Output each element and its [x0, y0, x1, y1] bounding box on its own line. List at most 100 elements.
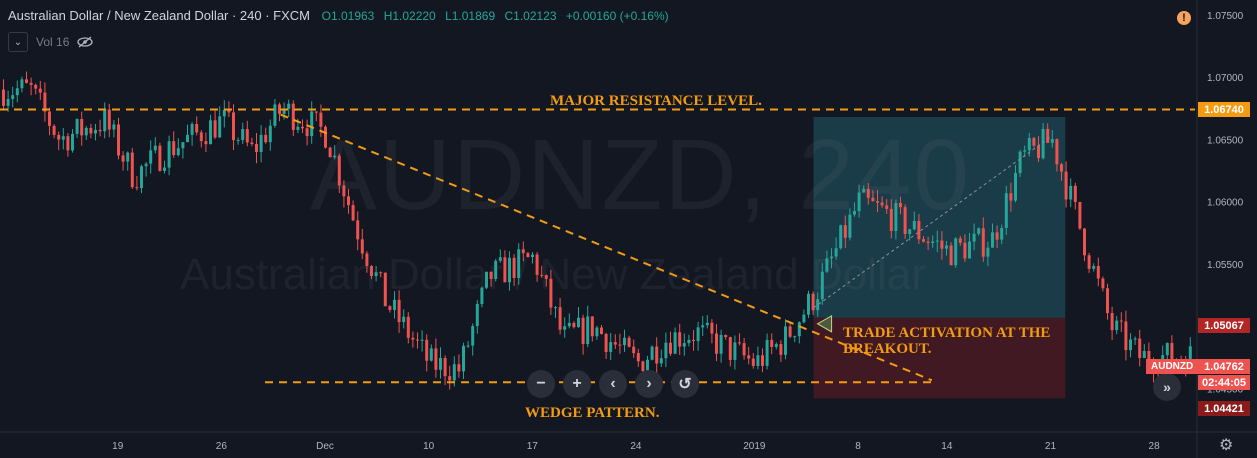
y-tick-label: 1.07500 — [1207, 11, 1244, 22]
scroll-forward-button[interactable]: › — [635, 370, 663, 398]
candle-body — [273, 104, 277, 126]
candle-body — [236, 140, 240, 142]
candle-body — [167, 141, 171, 168]
candle-body — [1004, 193, 1008, 228]
candle-body — [774, 344, 778, 347]
candle-body — [360, 239, 364, 254]
candle-body — [25, 79, 28, 83]
candle-body — [531, 254, 534, 258]
candle-body — [190, 123, 194, 135]
candle-body — [204, 141, 208, 145]
candle-body — [793, 336, 797, 338]
candle-body — [963, 242, 967, 259]
candle-body — [632, 346, 636, 354]
volume-label[interactable]: Vol 16 — [36, 35, 70, 49]
warning-icon[interactable]: ! — [1177, 11, 1191, 25]
candle-body — [705, 322, 709, 326]
candle-body — [1032, 138, 1036, 146]
candle-body — [802, 314, 806, 323]
zoom-in-button[interactable]: + — [563, 370, 591, 398]
candle-body — [370, 266, 373, 277]
candle-body — [1115, 320, 1119, 331]
candle-body — [195, 123, 199, 133]
candle-body — [149, 150, 153, 164]
candle-body — [843, 225, 847, 238]
candle-body — [328, 147, 332, 158]
candle-body — [393, 299, 396, 310]
candle-body — [917, 220, 921, 240]
candle-body — [747, 355, 751, 359]
candle-body — [650, 346, 654, 360]
candle-body — [172, 141, 176, 156]
candle-body — [1046, 128, 1050, 143]
candle-body — [825, 258, 829, 272]
candle-body — [61, 136, 65, 140]
x-tick-label: 8 — [855, 441, 861, 452]
projection-line — [813, 136, 1051, 309]
candle-body — [1138, 338, 1142, 359]
candle-body — [268, 125, 272, 143]
countdown-tag: 02:44:05 — [1198, 375, 1250, 390]
x-tick-label: 10 — [423, 441, 435, 452]
candle-body — [319, 112, 323, 127]
eye-off-icon[interactable] — [77, 36, 94, 48]
candle-body — [512, 257, 516, 279]
x-tick-label: 14 — [941, 441, 953, 452]
candle-body — [692, 339, 695, 342]
y-tick-label: 1.07000 — [1207, 73, 1244, 84]
candle-body — [305, 128, 309, 137]
candle-body — [526, 253, 530, 258]
candle-body — [333, 155, 337, 158]
candle-body — [498, 257, 502, 261]
scroll-back-button[interactable]: ‹ — [599, 370, 627, 398]
candle-body — [871, 197, 875, 202]
candle-body — [1009, 193, 1013, 201]
candle-body — [282, 108, 286, 114]
low-value: L1.01869 — [445, 9, 496, 23]
candle-body — [540, 274, 544, 276]
candle-body — [1087, 255, 1091, 269]
candle-body — [981, 228, 985, 257]
candle-body — [820, 271, 824, 300]
candle-body — [1014, 173, 1017, 201]
candle-body — [153, 145, 157, 151]
reset-chart-button[interactable]: ↺ — [671, 370, 699, 398]
candle-body — [301, 126, 304, 129]
candle-body — [485, 271, 488, 288]
candle-body — [199, 132, 203, 142]
candle-body — [52, 125, 56, 135]
candle-body — [554, 307, 557, 309]
candle-body — [977, 228, 981, 234]
candle-body — [406, 316, 410, 338]
candle-body — [411, 337, 415, 340]
stop-zone — [813, 317, 1066, 399]
candle-body — [770, 339, 774, 347]
candle-body — [807, 293, 810, 315]
candle-body — [521, 249, 525, 254]
candle-body — [926, 241, 930, 243]
collapse-button[interactable]: ⌄ — [8, 32, 28, 52]
candle-body — [1050, 139, 1054, 143]
trade-annotation-line-2: BREAKOUT. — [843, 341, 932, 357]
candle-body — [742, 343, 746, 356]
candle-body — [103, 109, 107, 132]
x-tick-label: 2019 — [743, 441, 766, 452]
candle-body — [1064, 171, 1068, 200]
candle-body — [1106, 288, 1109, 314]
scroll-to-realtime-button[interactable]: » — [1153, 373, 1181, 401]
candle-body — [287, 103, 291, 109]
candle-body — [1055, 139, 1059, 165]
gear-icon[interactable]: ⚙ — [1219, 437, 1234, 454]
breakout-arrow-marker — [816, 314, 833, 333]
candle-body — [1110, 313, 1114, 331]
candle-body — [761, 355, 764, 366]
y-tick-label: 1.06500 — [1207, 135, 1244, 146]
candle-body — [2, 89, 5, 106]
chart-header: Australian Dollar / New Zealand Dollar ·… — [8, 8, 675, 23]
candle-body — [1069, 185, 1073, 200]
candle-body — [1027, 138, 1031, 151]
zoom-out-button[interactable]: − — [527, 370, 555, 398]
candle-body — [494, 260, 498, 279]
chart-title[interactable]: Australian Dollar / New Zealand Dollar ·… — [8, 8, 310, 23]
